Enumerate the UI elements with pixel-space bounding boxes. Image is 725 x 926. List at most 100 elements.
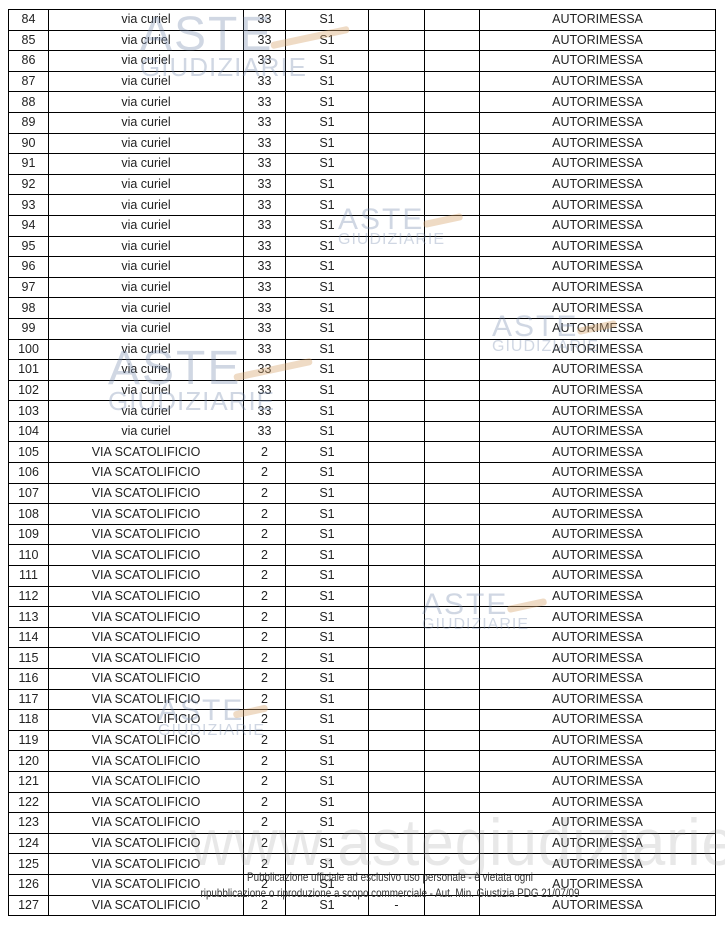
unit-number-cell: 100 — [8, 338, 49, 361]
street-cell: via curiel — [48, 359, 244, 381]
table-row: 85 via curiel 33 S1 AUTORIMESSA — [8, 29, 716, 52]
unit-number-cell: 92 — [8, 173, 49, 196]
unit-number-cell: 110 — [8, 544, 49, 567]
col-6-cell — [424, 297, 480, 319]
unit-type-cell: AUTORIMESSA — [479, 297, 716, 319]
floor-cell: S1 — [285, 668, 369, 690]
unit-type-cell: AUTORIMESSA — [479, 29, 716, 52]
table-row: 102 via curiel 33 S1 AUTORIMESSA — [8, 379, 716, 402]
col-6-cell — [424, 29, 480, 52]
civic-number-cell: 33 — [243, 235, 286, 258]
table-row: 107 VIA SCATOLIFICIO 2 S1 AUTORIMESSA — [8, 482, 716, 505]
col-6-cell — [424, 50, 480, 72]
floor-cell: S1 — [285, 50, 369, 72]
unit-type-cell: AUTORIMESSA — [479, 153, 716, 175]
street-cell: via curiel — [48, 9, 244, 31]
unit-number-cell: 125 — [8, 853, 49, 875]
unit-number-cell: 101 — [8, 359, 49, 381]
unit-type-cell: AUTORIMESSA — [479, 173, 716, 196]
unit-number-cell: 118 — [8, 709, 49, 731]
unit-number-cell: 93 — [8, 194, 49, 216]
street-cell: VIA SCATOLIFICIO — [48, 482, 244, 505]
unit-type-cell: AUTORIMESSA — [479, 256, 716, 278]
col-6-cell — [424, 750, 480, 772]
floor-cell: S1 — [285, 626, 369, 649]
civic-number-cell: 33 — [243, 338, 286, 361]
unit-number-cell: 84 — [8, 9, 49, 31]
unit-type-cell: AUTORIMESSA — [479, 70, 716, 93]
unit-number-cell: 99 — [8, 317, 49, 340]
col-6-cell — [424, 647, 480, 669]
civic-number-cell: 33 — [243, 276, 286, 299]
civic-number-cell: 33 — [243, 153, 286, 175]
street-cell: VIA SCATOLIFICIO — [48, 606, 244, 628]
col-5-cell — [368, 606, 425, 628]
unit-type-cell: AUTORIMESSA — [479, 585, 716, 608]
col-5-cell — [368, 359, 425, 381]
floor-cell: S1 — [285, 606, 369, 628]
unit-type-cell: AUTORIMESSA — [479, 894, 716, 917]
unit-type-cell: AUTORIMESSA — [479, 482, 716, 505]
table-row: 115 VIA SCATOLIFICIO 2 S1 AUTORIMESSA — [8, 647, 716, 669]
unit-number-cell: 122 — [8, 791, 49, 814]
col-5-cell — [368, 29, 425, 52]
unit-number-cell: 123 — [8, 812, 49, 834]
col-5-cell — [368, 276, 425, 299]
civic-number-cell: 2 — [243, 482, 286, 505]
floor-cell: S1 — [285, 832, 369, 855]
footer-line-1: Pubblicazione ufficiale ad esclusivo uso… — [247, 870, 533, 884]
street-cell: VIA SCATOLIFICIO — [48, 647, 244, 669]
col-5-cell — [368, 750, 425, 772]
unit-number-cell: 102 — [8, 379, 49, 402]
street-cell: VIA SCATOLIFICIO — [48, 503, 244, 525]
col-5-cell — [368, 91, 425, 113]
civic-number-cell: 33 — [243, 70, 286, 93]
street-cell: VIA SCATOLIFICIO — [48, 832, 244, 855]
col-6-cell — [424, 70, 480, 93]
unit-number-cell: 114 — [8, 626, 49, 649]
col-6-cell — [424, 441, 480, 464]
civic-number-cell: 33 — [243, 317, 286, 340]
col-6-cell — [424, 482, 480, 505]
street-cell: VIA SCATOLIFICIO — [48, 626, 244, 649]
col-5-cell — [368, 379, 425, 402]
watermark-site: www.astegiudiziarie.it — [190, 805, 725, 880]
col-5-cell — [368, 9, 425, 31]
col-6-cell — [424, 91, 480, 113]
unit-type-cell: AUTORIMESSA — [479, 9, 716, 31]
table-row: 105 VIA SCATOLIFICIO 2 S1 AUTORIMESSA — [8, 441, 716, 464]
civic-number-cell: 33 — [243, 400, 286, 422]
floor-cell: S1 — [285, 503, 369, 525]
unit-number-cell: 119 — [8, 729, 49, 752]
unit-number-cell: 94 — [8, 214, 49, 237]
unit-number-cell: 96 — [8, 256, 49, 278]
civic-number-cell: 33 — [243, 359, 286, 381]
col-6-cell — [424, 379, 480, 402]
col-5-cell — [368, 441, 425, 464]
table-row: 117 VIA SCATOLIFICIO 2 S1 AUTORIMESSA — [8, 688, 716, 711]
floor-cell: S1 — [285, 379, 369, 402]
street-cell: VIA SCATOLIFICIO — [48, 668, 244, 690]
table-row: 121 VIA SCATOLIFICIO 2 S1 AUTORIMESSA — [8, 770, 716, 793]
col-5-cell — [368, 173, 425, 196]
floor-cell: S1 — [285, 359, 369, 381]
floor-cell: S1 — [285, 462, 369, 484]
col-5-cell — [368, 462, 425, 484]
table-row: 125 VIA SCATOLIFICIO 2 S1 AUTORIMESSA — [8, 853, 716, 875]
street-cell: via curiel — [48, 214, 244, 237]
unit-number-cell: 115 — [8, 647, 49, 669]
col-6-cell — [424, 338, 480, 361]
street-cell: VIA SCATOLIFICIO — [48, 770, 244, 793]
footer-line-2: ripubblicazione o riproduzione a scopo c… — [200, 886, 580, 900]
street-cell: VIA SCATOLIFICIO — [48, 544, 244, 567]
col-6-cell — [424, 462, 480, 484]
col-5-cell — [368, 153, 425, 175]
table-row: 101 via curiel 33 S1 AUTORIMESSA — [8, 359, 716, 381]
unit-type-cell: AUTORIMESSA — [479, 503, 716, 525]
civic-number-cell: 2 — [243, 770, 286, 793]
floor-cell: S1 — [285, 91, 369, 113]
col-6-cell — [424, 523, 480, 546]
unit-type-cell: AUTORIMESSA — [479, 379, 716, 402]
street-cell: via curiel — [48, 379, 244, 402]
civic-number-cell: 2 — [243, 709, 286, 731]
